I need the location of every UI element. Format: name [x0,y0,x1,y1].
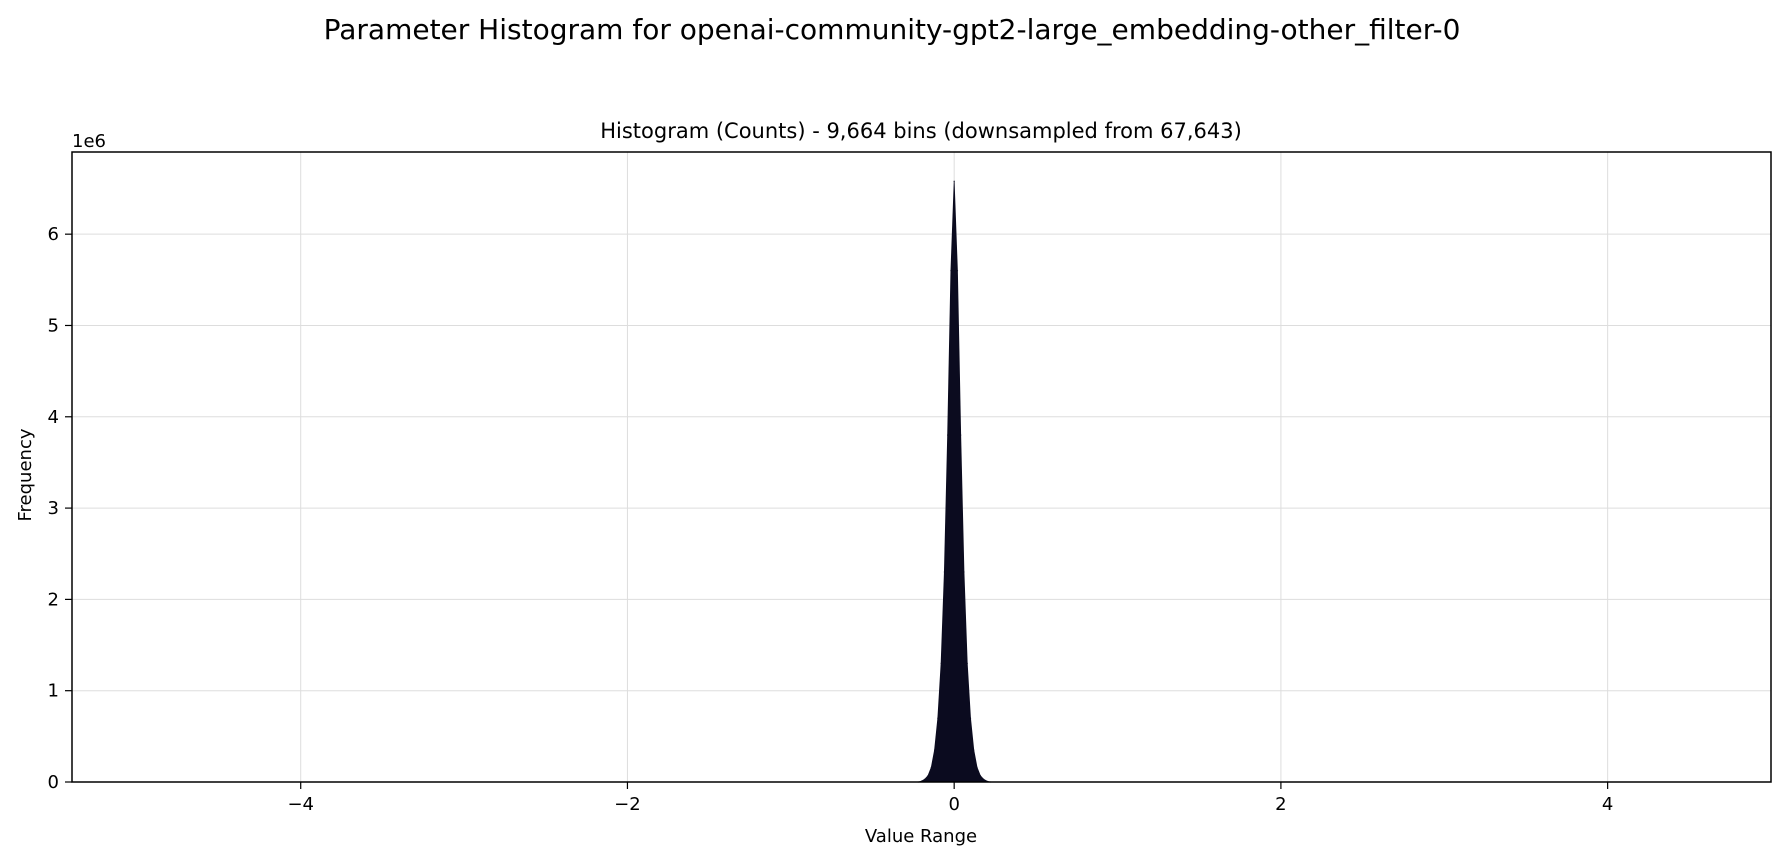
histogram-point [963,571,965,573]
x-tick-label: −2 [614,794,641,815]
x-tick-label: 4 [1602,794,1613,815]
histogram-area-layer [917,180,991,783]
histogram-point [933,749,936,751]
histogram-point [953,180,955,182]
histogram-point [956,270,959,272]
y-tick-label: 5 [48,315,59,336]
figure-title: Parameter Histogram for openai-community… [324,13,1461,46]
histogram-point [947,434,949,436]
histogram-point [973,749,975,751]
y-tick-label: 1 [48,681,59,702]
histogram-point [930,766,932,768]
axis-ticks: −4 −2 0 2 4 0 1 2 3 4 5 6 [48,224,1614,815]
x-tick-label: 2 [1275,794,1286,815]
histogram-point [966,662,968,664]
x-axis-label: Value Range [865,826,977,847]
histogram-area [918,181,991,783]
x-tick-label: 0 [948,794,959,815]
x-tick-label: −4 [287,794,314,815]
histogram-point [937,717,939,719]
histogram-point [976,766,978,768]
histogram-point [943,571,945,573]
histogram-point [982,778,985,780]
histogram-point [960,434,962,436]
y-offset-label: 1e6 [72,131,106,152]
histogram-point [924,778,926,780]
y-tick-label: 4 [48,407,59,428]
histogram-point [969,717,972,719]
y-tick-label: 3 [48,498,59,519]
y-axis-label: Frequency [15,428,36,521]
histogram-point [979,775,981,777]
plot-frame [71,151,1772,783]
histogram-point [950,270,952,272]
y-tick-label: 2 [48,589,59,610]
y-tick-label: 6 [48,224,59,245]
chart-title: Histogram (Counts) - 9,664 bins (downsam… [600,119,1242,143]
grid-lines [72,152,1771,782]
histogram-point [940,662,942,664]
histogram-point [927,775,929,777]
y-tick-label: 0 [48,772,59,793]
